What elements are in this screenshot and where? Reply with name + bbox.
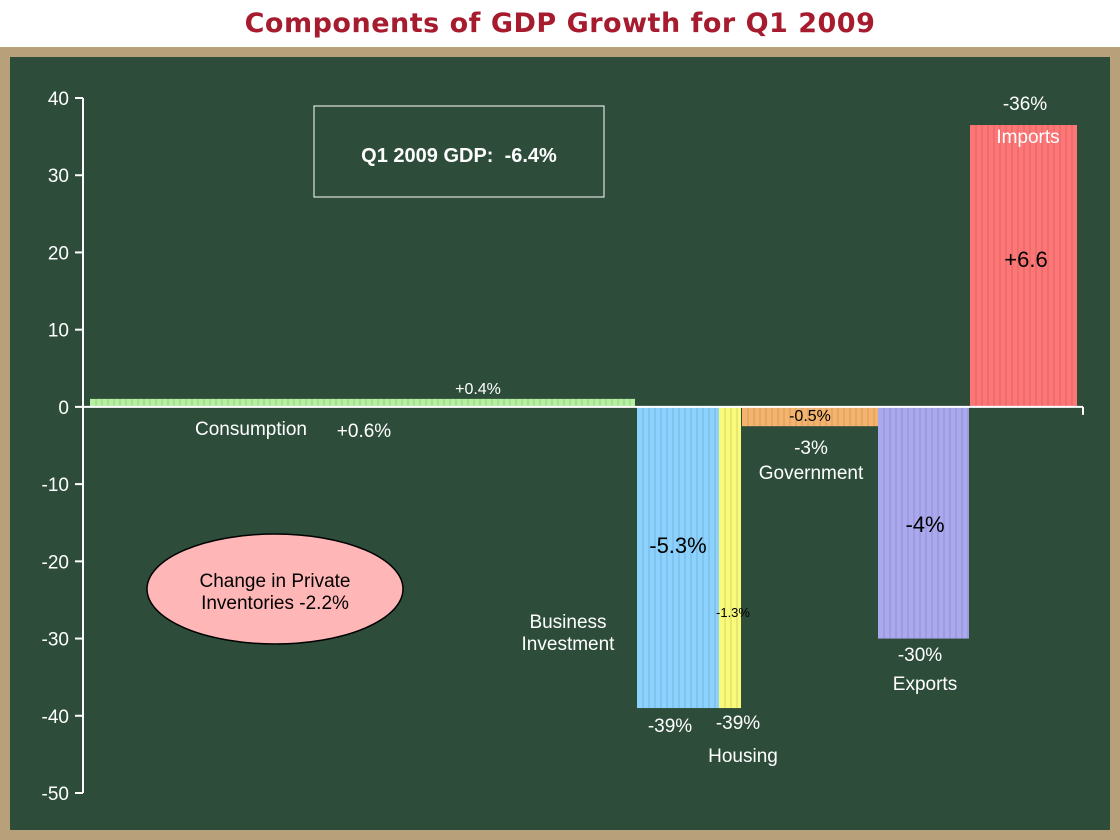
y-tick-label: -30: [42, 630, 69, 651]
exports-bar-fill: [878, 406, 969, 639]
gdp-summary-text: Q1 2009 GDP: -6.4%: [361, 145, 557, 167]
imports-bar-fill: [970, 125, 1077, 407]
government-category-label: Government: [759, 463, 864, 484]
government-bar-fill: [742, 406, 878, 427]
business-investment-category-label-line2: Investment: [522, 634, 616, 655]
exports-growth-label: -30%: [898, 645, 942, 666]
imports-category-label: Imports: [996, 127, 1059, 148]
housing-bar: [719, 406, 741, 709]
inventories-callout-ellipse: [146, 533, 404, 645]
housing-category-label: Housing: [708, 746, 778, 767]
bar-labels: +0.4% Consumption +0.6% -5.3% Business I…: [195, 94, 1060, 767]
consumption-category-label: Consumption: [195, 419, 307, 440]
government-bar: [742, 406, 878, 427]
housing-growth-label: -39%: [716, 713, 760, 734]
housing-contribution-label: -1.3%: [716, 605, 750, 620]
y-tick-label: 30: [48, 166, 69, 187]
bars: [90, 125, 1077, 709]
government-growth-label: -3%: [794, 438, 828, 459]
imports-bar: [970, 125, 1077, 407]
chart-title: Components of GDP Growth for Q1 2009: [244, 8, 876, 39]
gdp-summary-box: [313, 105, 605, 198]
business-investment-category-label-line1: Business: [529, 612, 606, 633]
exports-bar: [878, 406, 969, 639]
consumption-bar-fill: [90, 398, 635, 407]
consumption-bar: [90, 398, 635, 407]
business-investment-bar: [637, 406, 719, 709]
business-investment-contribution-label: -5.3%: [649, 533, 706, 558]
y-tick-label: 0: [58, 398, 69, 419]
y-tick-label: 20: [48, 243, 69, 264]
consumption-growth-label: +0.6%: [337, 421, 392, 442]
inventories-callout-line1: Change in Private: [199, 571, 350, 592]
government-contribution-label: -0.5%: [789, 408, 831, 425]
y-tick-label: -40: [42, 707, 69, 728]
business-investment-growth-label: -39%: [648, 716, 692, 737]
imports-contribution-label: +6.6: [1004, 247, 1047, 272]
consumption-contribution-label: +0.4%: [455, 381, 501, 398]
y-tick-label: -50: [42, 784, 69, 805]
housing-bar-fill: [719, 406, 741, 709]
exports-category-label: Exports: [893, 674, 957, 695]
exports-contribution-label: -4%: [905, 512, 944, 537]
business-investment-bar-fill: [637, 406, 719, 709]
y-tick-label: 10: [48, 321, 69, 342]
imports-growth-label: -36%: [1003, 94, 1047, 115]
y-axis: 40 30 20 10 0 -10 -20 -30 -40 -50: [42, 89, 1084, 805]
y-tick-label: -10: [42, 475, 69, 496]
inventories-callout-line2: Inventories -2.2%: [201, 593, 349, 614]
y-tick-label: 40: [48, 89, 69, 110]
y-tick-label: -20: [42, 552, 69, 573]
